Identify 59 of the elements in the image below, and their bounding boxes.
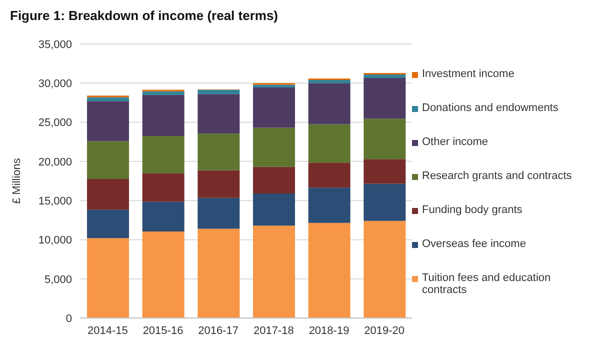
y-axis-title: £ Millions (10, 158, 23, 204)
bar (142, 173, 184, 202)
bar (198, 170, 240, 198)
bar (364, 220, 406, 318)
bar (87, 101, 129, 142)
bar (364, 78, 406, 119)
bar (253, 84, 295, 88)
bar (308, 83, 350, 124)
bar (198, 94, 240, 134)
bar (253, 87, 295, 128)
y-tick-label: 30,000 (38, 78, 72, 90)
bar (198, 134, 240, 170)
bar (308, 124, 350, 163)
bar (253, 166, 295, 194)
bar (142, 202, 184, 232)
bar (142, 136, 184, 174)
bar (364, 118, 406, 160)
chart-title: Figure 1: Breakdown of income (real terms) (10, 8, 280, 25)
y-tick-label: 35,000 (38, 38, 72, 51)
x-tick-label: 2017-18 (253, 324, 294, 337)
bar (198, 228, 240, 318)
bar (87, 238, 129, 318)
bar (253, 194, 295, 226)
bar (87, 141, 129, 180)
x-tick-label: 2015-16 (142, 324, 184, 337)
legend-label: Donations and endowments (422, 102, 558, 114)
y-tick-label: 0 (66, 312, 72, 325)
legend-label: Other income (422, 136, 488, 148)
bar (364, 74, 406, 78)
legend-label: Research grants and contracts (422, 170, 572, 182)
bar (253, 128, 295, 167)
legend-label: Investment income (422, 68, 514, 80)
bar (308, 222, 350, 318)
bar (308, 188, 350, 223)
y-tick-label: 25,000 (38, 117, 72, 130)
x-tick-label: 2018-19 (308, 324, 350, 337)
bar (142, 94, 184, 136)
bar (142, 231, 184, 318)
y-tick-label: 5,000 (44, 274, 72, 286)
bar (253, 226, 295, 318)
bar (87, 179, 129, 210)
bar (87, 97, 129, 102)
y-tick-label: 15,000 (38, 195, 72, 208)
x-tick-label: 2014-15 (87, 324, 128, 337)
x-tick-label: 2019-20 (364, 324, 405, 337)
legend-label: Tuition fees and education contracts (422, 272, 552, 296)
bar (87, 210, 129, 238)
y-tick-label: 20,000 (38, 156, 72, 168)
y-tick-label: 10,000 (38, 234, 72, 247)
bar (308, 162, 350, 188)
x-tick-label: 2016-17 (198, 324, 239, 337)
legend-label: Funding body grants (422, 204, 522, 216)
bar (198, 90, 240, 94)
bar (198, 198, 240, 229)
bar (142, 91, 184, 95)
bar (364, 184, 406, 221)
legend-label: Overseas fee income (422, 238, 526, 250)
bar (364, 159, 406, 184)
bar (308, 80, 350, 84)
